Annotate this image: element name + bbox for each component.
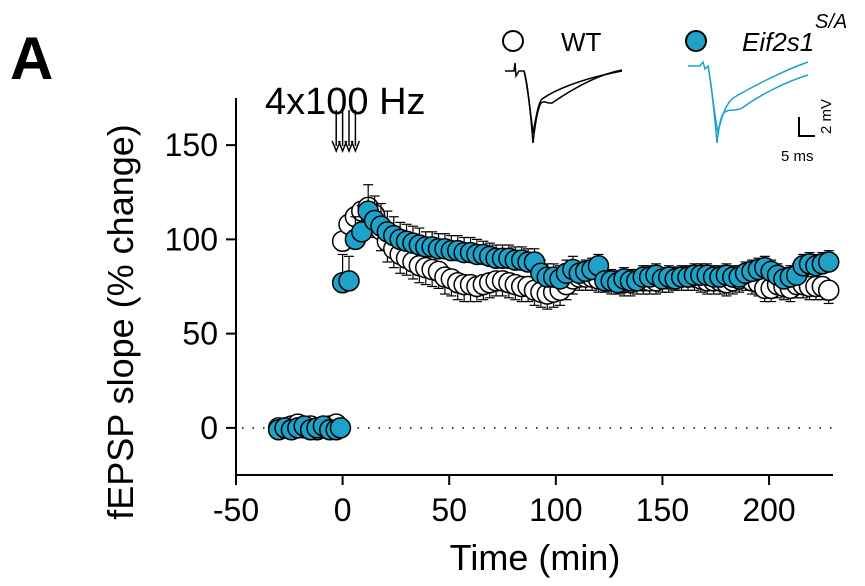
legend-marker-wt xyxy=(502,30,524,52)
data-point xyxy=(817,251,840,273)
stimulus-arrow-head xyxy=(331,140,341,154)
stimulus-arrow-head xyxy=(350,140,361,154)
inset-trace-mutant xyxy=(688,60,809,144)
y-tick-label: 150 xyxy=(165,127,218,163)
stimulus-label: 4x100 Hz xyxy=(265,81,426,123)
x-tick-label: 150 xyxy=(636,492,689,528)
y-axis-title: fEPSP slope (% change) xyxy=(100,124,141,520)
scale-voltage-label: 2 mV xyxy=(818,99,835,134)
scale-time-label: 5 ms xyxy=(781,148,814,165)
legend-label-wt: WT xyxy=(561,27,602,57)
x-tick-label: 200 xyxy=(742,492,795,528)
x-tick-label: 50 xyxy=(431,492,467,528)
series-mutant xyxy=(267,184,840,441)
stimulus-arrow-head xyxy=(344,140,354,154)
legend-marker-mutant xyxy=(685,30,707,52)
legend: WT Eif2s1 S/A xyxy=(502,11,847,57)
x-tick-label: -50 xyxy=(213,492,259,528)
stimulus-arrow xyxy=(331,110,341,154)
data-point xyxy=(817,279,840,302)
stimulus-arrow-head xyxy=(337,140,348,154)
y-tick-label: 50 xyxy=(182,316,218,352)
legend-label-mutant: Eif2s1 xyxy=(742,27,814,57)
data-series-layer xyxy=(267,184,840,441)
legend-label-mutant-superscript: S/A xyxy=(815,11,847,33)
inset-trace-wt xyxy=(505,62,623,144)
scale-bar: 2 mV 5 ms xyxy=(781,99,835,165)
y-tick-label: 0 xyxy=(200,410,218,446)
stimulus-arrow xyxy=(337,110,348,154)
panel-label: A xyxy=(10,25,53,92)
stimulus-arrow xyxy=(350,110,361,154)
y-axis-ticks: 0 50 100 150 xyxy=(165,127,236,446)
x-tick-label: 0 xyxy=(334,492,352,528)
y-tick-label: 100 xyxy=(165,221,218,257)
x-tick-label: 100 xyxy=(529,492,582,528)
data-point xyxy=(329,417,352,439)
data-point xyxy=(338,270,360,292)
x-axis-ticks: -50 0 50 100 150 200 xyxy=(213,475,796,528)
stimulus-arrows xyxy=(331,110,361,154)
x-axis-title: Time (min) xyxy=(450,537,621,578)
stimulus-arrow xyxy=(344,110,354,154)
